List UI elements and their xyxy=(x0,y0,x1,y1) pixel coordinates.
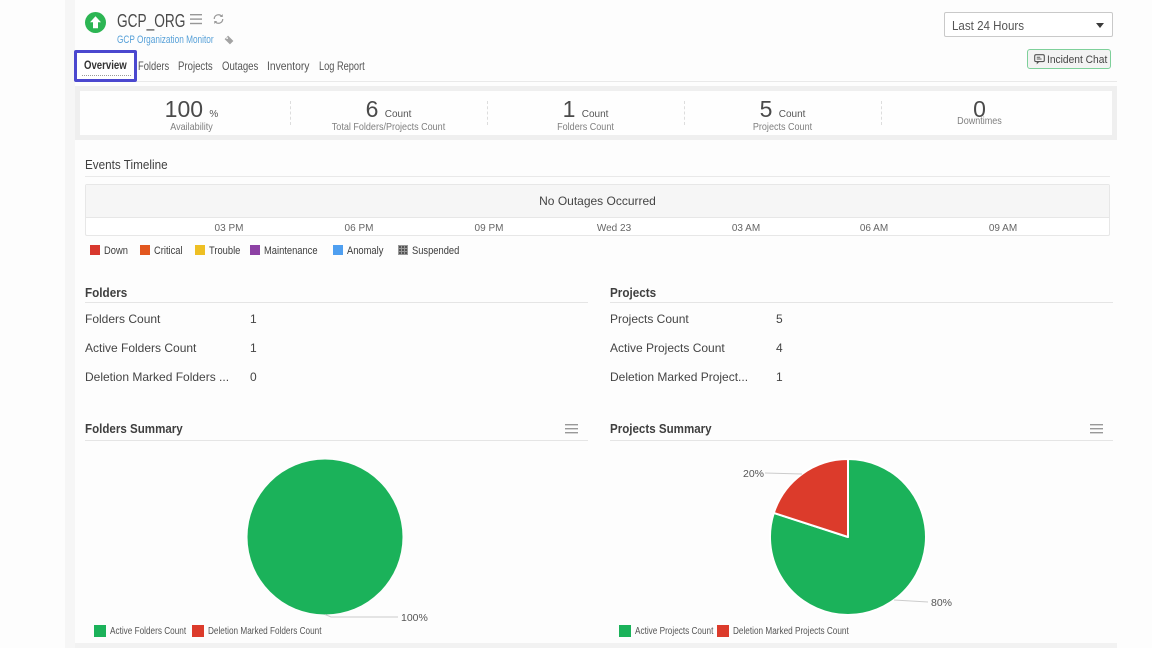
svg-text:100%: 100% xyxy=(401,612,428,624)
svg-text:20%: 20% xyxy=(743,468,764,480)
svg-text:80%: 80% xyxy=(931,597,952,609)
